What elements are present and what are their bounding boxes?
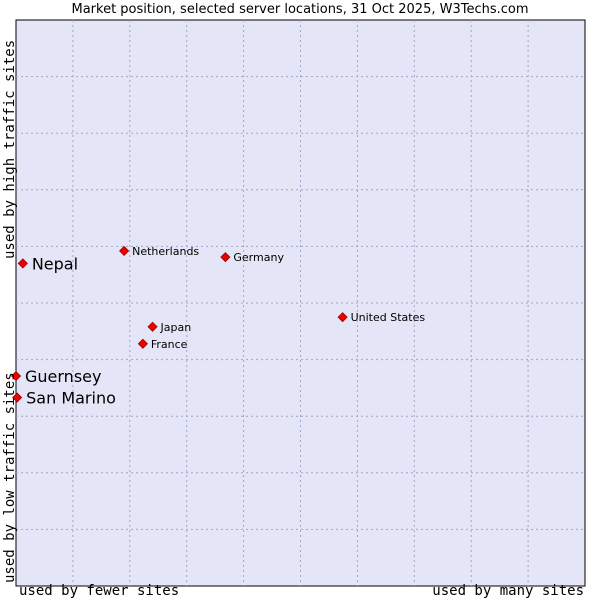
label-united-states: United States — [351, 311, 426, 324]
marker-nepal — [17, 258, 28, 269]
label-germany: Germany — [233, 251, 284, 264]
point-nepal: Nepal — [17, 254, 78, 273]
label-nepal: Nepal — [32, 254, 78, 273]
label-guernsey: Guernsey — [25, 367, 101, 386]
point-netherlands: Netherlands — [119, 245, 199, 258]
point-france: France — [137, 338, 188, 351]
point-san-marino: San Marino — [12, 389, 116, 408]
data-points: Nepal Netherlands Germany United States Japa… — [10, 245, 426, 408]
marker-japan — [147, 321, 158, 332]
marker-france — [137, 338, 148, 349]
marker-san-marino — [12, 392, 23, 403]
marker-germany — [220, 252, 231, 263]
marker-netherlands — [119, 245, 130, 256]
x-axis-label-many: used by many sites — [432, 583, 584, 599]
label-netherlands: Netherlands — [132, 245, 199, 258]
label-france: France — [151, 338, 188, 351]
grid-lines — [16, 20, 585, 586]
marker-united-states — [337, 312, 348, 323]
y-axis-label-high: used by high traffic sites — [2, 39, 18, 259]
point-japan: Japan — [147, 321, 192, 334]
label-san-marino: San Marino — [26, 389, 116, 408]
x-axis-label-fewer: used by fewer sites — [19, 583, 180, 599]
chart-title: Market position, selected server locatio… — [71, 2, 529, 17]
label-japan: Japan — [160, 321, 192, 334]
point-united-states: United States — [337, 311, 426, 324]
y-axis-label-low: used by low traffic sites — [2, 372, 18, 583]
point-germany: Germany — [220, 251, 284, 264]
point-guernsey: Guernsey — [10, 367, 101, 386]
marker-guernsey — [10, 370, 22, 382]
